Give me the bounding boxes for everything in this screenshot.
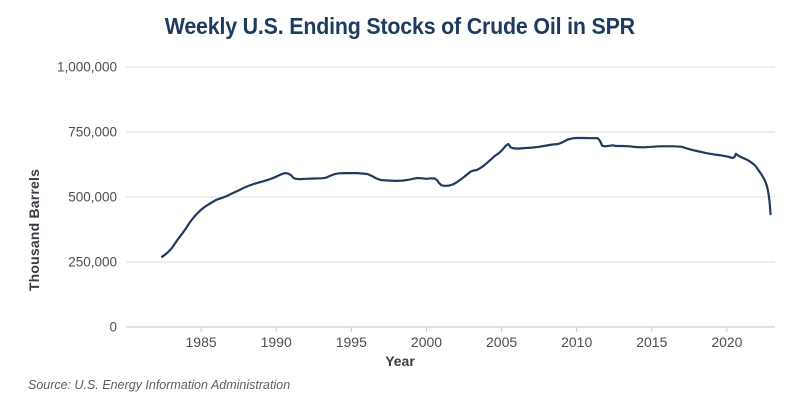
chart-title: Weekly U.S. Ending Stocks of Crude Oil i… xyxy=(0,13,800,40)
source-note: Source: U.S. Energy Information Administ… xyxy=(28,378,291,392)
x-tick-label: 2010 xyxy=(561,334,592,350)
x-tick-label: 1990 xyxy=(261,334,292,350)
y-tick-label: 500,000 xyxy=(68,190,117,205)
x-tick-label: 2000 xyxy=(411,334,442,350)
y-tick-label: 1,000,000 xyxy=(57,60,117,75)
x-tick-label: 2020 xyxy=(711,334,742,350)
y-tick-label: 750,000 xyxy=(68,125,117,140)
x-tick-label: 1995 xyxy=(336,334,367,350)
y-tick-label: 0 xyxy=(109,320,117,335)
x-axis-title: Year xyxy=(385,353,415,369)
y-tick-label: 250,000 xyxy=(68,255,117,270)
x-tick-label: 2005 xyxy=(486,334,517,350)
x-tick-label: 1985 xyxy=(186,334,217,350)
x-tick-label: 2015 xyxy=(636,334,667,350)
spr-stocks-line xyxy=(161,136,772,258)
chart-title-text: Weekly U.S. Ending Stocks of Crude Oil i… xyxy=(164,13,636,39)
